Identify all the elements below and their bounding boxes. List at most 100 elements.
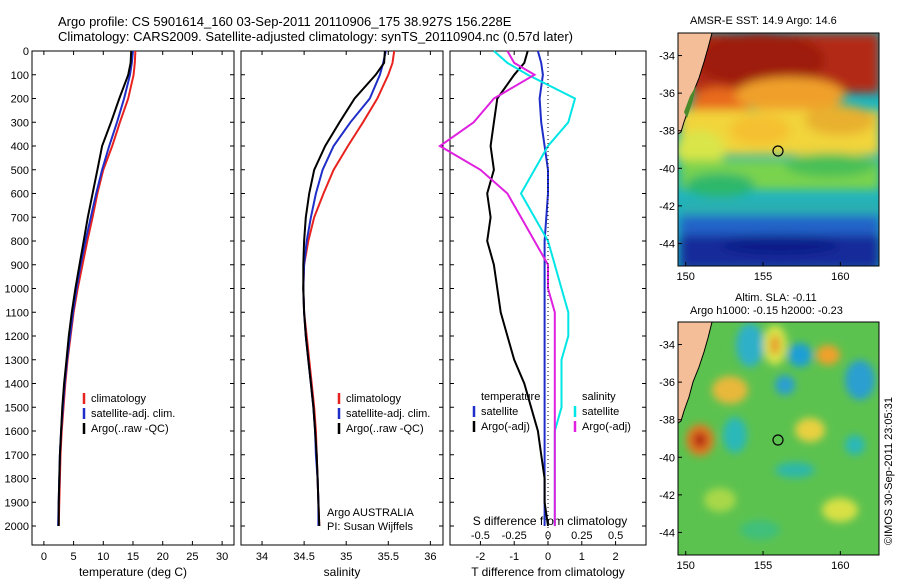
sla-map-title-1: Altim. SLA: -0.11 — [735, 292, 817, 304]
x-tick-label: 34.5 — [293, 551, 314, 563]
sla-map-title-2: Argo h1000: -0.15 h2000: -0.23 — [690, 305, 843, 317]
map-y-tick-label: -38 — [659, 126, 675, 138]
profile-title: Argo profile: CS 5901614_160 03-Sep-2011… — [58, 14, 512, 29]
map-y-tick-label: -36 — [659, 377, 675, 389]
sst-land-edge-shade — [684, 86, 696, 118]
legend-entry: climatology — [346, 393, 402, 405]
x-tick-label: 15 — [127, 551, 139, 563]
pi-annotation: PI: Susan Wijffels — [327, 521, 413, 533]
map-y-tick-label: -34 — [659, 340, 675, 352]
x-tick-label: 35 — [340, 551, 352, 563]
y-tick-label: 1700 — [5, 450, 29, 462]
s-tick-label: 0.5 — [608, 530, 623, 542]
series-line-argo-raw-qc- — [302, 50, 386, 527]
sla-map-frame — [677, 321, 880, 556]
series-line-salinity-argo-adj- — [438, 50, 556, 526]
y-tick-label: 400 — [11, 141, 29, 153]
y-tick-label: 1800 — [5, 474, 29, 486]
x-axis-label: T difference from climatology — [471, 565, 625, 579]
s-tick-label: -0.25 — [502, 530, 527, 542]
sst-argo-marker — [772, 145, 784, 157]
map-y-tick-label: -34 — [659, 51, 675, 63]
legend-entry: Argo(-adj) — [481, 421, 530, 433]
y-tick-label: 100 — [11, 70, 29, 82]
y-tick-label: 1500 — [5, 402, 29, 414]
y-tick-label: 900 — [11, 260, 29, 272]
map-x-tick-label: 155 — [754, 560, 772, 572]
legend-header-temperature: temperature — [481, 391, 540, 403]
legend-entry: satellite — [582, 406, 619, 418]
difference-axes — [449, 50, 647, 546]
map-y-tick-label: -42 — [659, 201, 675, 213]
temperature-axes — [31, 50, 235, 546]
legend-entry: satellite-adj. clim. — [91, 408, 175, 420]
map-x-tick-label: 155 — [754, 271, 772, 283]
x-axis-label: temperature (deg C) — [79, 565, 187, 579]
series-line-temperature-argo-adj- — [486, 50, 549, 527]
map-y-tick-label: -44 — [659, 238, 675, 250]
pi-annotation: Argo AUSTRALIA — [327, 507, 414, 519]
x-tick-label: 35.5 — [378, 551, 399, 563]
y-tick-label: 2000 — [5, 521, 29, 533]
y-tick-label: 1300 — [5, 355, 29, 367]
y-tick-label: 500 — [11, 165, 29, 177]
y-tick-label: 600 — [11, 189, 29, 201]
map-x-tick-label: 150 — [677, 271, 695, 283]
legend-header-salinity: salinity — [582, 391, 616, 403]
y-tick-label: 1900 — [5, 497, 29, 509]
x-tick-label: -1 — [509, 551, 519, 563]
x-tick-label: 34 — [256, 551, 268, 563]
s-axis-label: S difference from climatology — [473, 514, 628, 528]
map-y-tick-label: -40 — [659, 163, 675, 175]
y-tick-label: 1000 — [5, 284, 29, 296]
x-tick-label: 36 — [424, 551, 436, 563]
x-tick-label: 0 — [41, 551, 47, 563]
x-tick-label: 20 — [157, 551, 169, 563]
x-tick-label: 5 — [71, 551, 77, 563]
map-x-tick-label: 150 — [677, 560, 695, 572]
s-tick-label: 0.25 — [571, 530, 592, 542]
y-tick-label: 1200 — [5, 331, 29, 343]
x-tick-label: 1 — [579, 551, 585, 563]
x-tick-label: 30 — [216, 551, 228, 563]
x-axis-label: salinity — [324, 565, 361, 579]
sst-map-frame — [677, 32, 880, 267]
s-tick-label: -0.5 — [471, 530, 490, 542]
map-x-tick-label: 160 — [831, 271, 849, 283]
y-tick-label: 800 — [11, 236, 29, 248]
series-line-temperature-satellite — [536, 50, 549, 526]
map-y-tick-label: -42 — [659, 490, 675, 502]
map-y-tick-label: -40 — [659, 452, 675, 464]
y-tick-label: 1100 — [5, 307, 29, 319]
sst-map-title: AMSR-E SST: 14.9 Argo: 14.6 — [690, 15, 837, 27]
climatology-title: Climatology: CARS2009. Satellite-adjuste… — [58, 29, 573, 44]
y-tick-label: 700 — [11, 212, 29, 224]
y-tick-label: 1600 — [5, 426, 29, 438]
sst-map — [678, 33, 879, 266]
legend-entry: Argo(..raw -QC) — [346, 423, 424, 435]
series-line-argo-raw-qc- — [57, 50, 133, 526]
sla-land — [678, 322, 713, 424]
map-y-tick-label: -36 — [659, 88, 675, 100]
legend-entry: climatology — [91, 393, 147, 405]
legend-entry: satellite — [481, 406, 518, 418]
map-y-tick-label: -44 — [659, 527, 675, 539]
x-tick-label: 2 — [613, 551, 619, 563]
y-tick-label: 1400 — [5, 379, 29, 391]
map-y-tick-label: -38 — [659, 415, 675, 427]
x-tick-label: 25 — [186, 551, 198, 563]
legend-entry: satellite-adj. clim. — [346, 408, 430, 420]
legend-entry: Argo(-adj) — [582, 421, 631, 433]
map-x-tick-label: 160 — [831, 560, 849, 572]
salinity-axes — [240, 50, 444, 546]
sla-map — [678, 322, 879, 555]
x-tick-label: -2 — [476, 551, 486, 563]
x-tick-label: 0 — [545, 551, 551, 563]
y-tick-label: 300 — [11, 117, 29, 129]
y-tick-label: 200 — [11, 94, 29, 106]
legend-entry: Argo(..raw -QC) — [91, 423, 169, 435]
sla-argo-marker — [772, 434, 784, 446]
y-tick-label: 0 — [23, 46, 29, 58]
x-tick-label: 10 — [97, 551, 109, 563]
